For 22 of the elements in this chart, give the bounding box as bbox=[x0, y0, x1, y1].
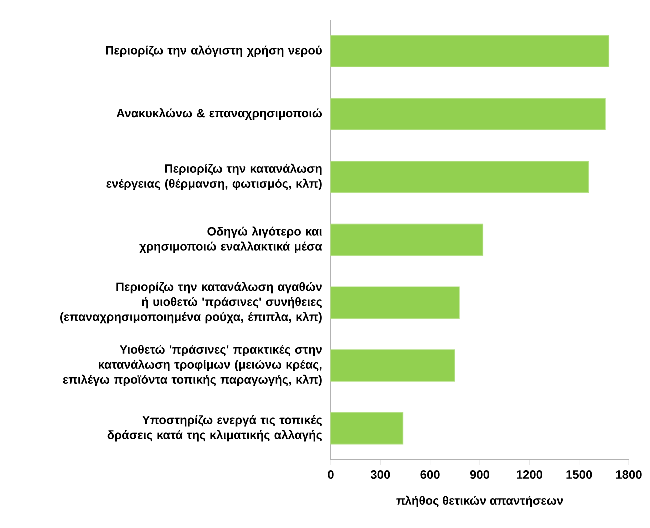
bar bbox=[330, 98, 606, 130]
x-tick-label: 1200 bbox=[517, 470, 543, 480]
y-tick-label: Περιορίζω την αλόγιστη χρήση νερού bbox=[106, 46, 322, 58]
y-tick-label: Υιοθετώ 'πράσινες' πρακτικές στην κατανάλωση τροφίμων (μειώνω κρέας, επιλέγω προϊόντα τοπικής παραγωγής, κλπ) bbox=[63, 345, 322, 386]
bar bbox=[330, 412, 404, 445]
x-tick-label: 1500 bbox=[566, 470, 592, 480]
bar bbox=[330, 35, 610, 68]
bar bbox=[330, 350, 456, 382]
y-tick-label: Περιορίζω την κατανάλωση αγαθών ή υιοθετώ 'πράσινες' συνήθειες (επαναχρησιμοποιημένα ρούχα, έπιπλα, κλπ) bbox=[60, 282, 322, 324]
y-tick-label: Υποστηρίζω ενεργά τις τοπικές δράσεις κατά της κλιματικής αλλαγής bbox=[108, 415, 322, 442]
x-tick-label: 0 bbox=[328, 470, 334, 480]
y-tick-label: Οδηγώ λιγότερο και χρησιμοποιώ εναλλακτικά μέσα bbox=[140, 226, 322, 254]
x-tick-label: 1800 bbox=[616, 470, 642, 480]
x-tick-label: 600 bbox=[420, 470, 440, 480]
x-tick-label: 300 bbox=[370, 470, 390, 480]
y-tick-label: Περιορίζω την κατανάλωση ενέργειας (θέρμανση, φωτισμός, κλπ) bbox=[106, 164, 322, 190]
bar bbox=[330, 286, 460, 319]
bar bbox=[330, 224, 484, 256]
x-axis-title: πλήθος θετικών απαντήσεων bbox=[396, 496, 564, 508]
y-tick-label: Ανακυκλώνω & επαναχρησιμοποιώ bbox=[116, 108, 322, 120]
bar bbox=[330, 161, 590, 194]
x-tick-label: 900 bbox=[470, 470, 490, 480]
